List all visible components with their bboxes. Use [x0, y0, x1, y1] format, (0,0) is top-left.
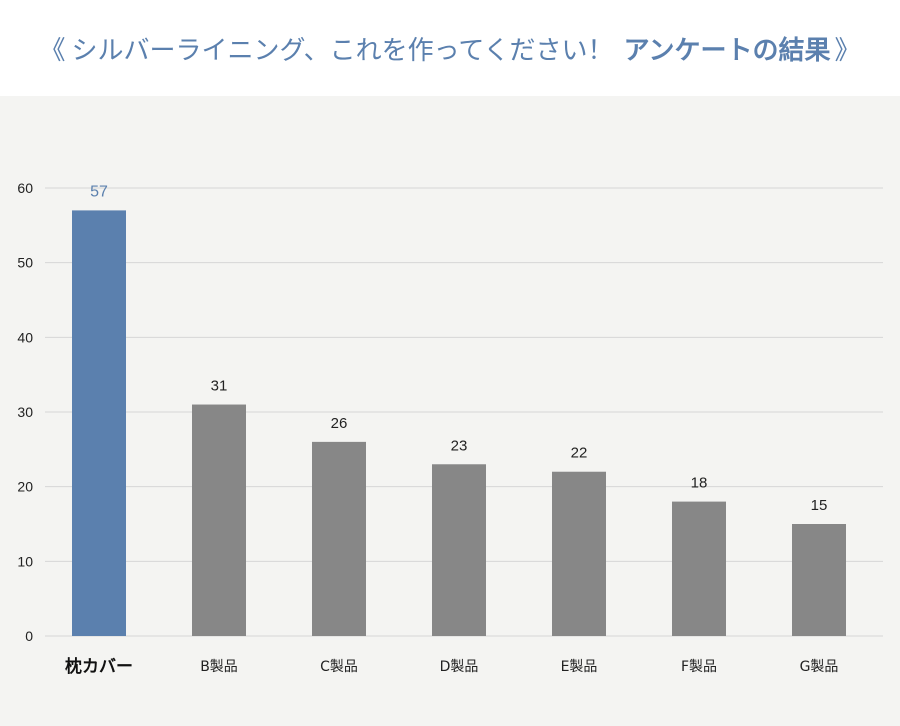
title-regular-text: シルバーライニング、これを作ってください！	[71, 35, 614, 66]
data-label: 23	[451, 437, 468, 454]
y-tick-label: 30	[17, 404, 33, 420]
data-label: 18	[691, 475, 708, 492]
data-label: 31	[211, 378, 228, 395]
bar-chart: 0 10 20 30 40 50 60 57 枕カバー 31 B製品 26 C製品 23 D製品 22 E製品 1…	[17, 180, 883, 677]
x-tick-label: F製品	[681, 659, 717, 675]
data-label: 15	[811, 497, 828, 514]
chart-panel: 0 10 20 30 40 50 60 57 枕カバー 31 B製品 26 C製品 23 D製品 22 E製品 1…	[0, 96, 900, 726]
bar	[792, 524, 846, 636]
data-label: 22	[571, 445, 588, 462]
y-tick-label: 10	[17, 553, 33, 569]
x-tick-label: E製品	[561, 659, 598, 675]
bar	[432, 464, 486, 636]
y-tick-label: 0	[25, 628, 33, 644]
y-tick-label: 40	[17, 329, 33, 345]
title-close-mark: 》	[834, 35, 861, 66]
y-tick-label: 60	[17, 180, 33, 196]
bar	[552, 471, 606, 636]
y-tick-label: 20	[17, 479, 33, 495]
data-label: 26	[331, 415, 348, 432]
data-label: 57	[90, 183, 108, 200]
y-tick-label: 50	[17, 255, 33, 271]
title-open-mark: 《	[39, 35, 66, 66]
bar	[672, 501, 726, 636]
bar	[192, 404, 246, 636]
x-tick-label: B製品	[200, 659, 238, 675]
page-title: 《 シルバーライニング、これを作ってください！ アンケートの結果 》	[0, 0, 900, 96]
x-tick-label: D製品	[440, 659, 479, 675]
bar	[72, 210, 126, 636]
bar	[312, 441, 366, 636]
x-tick-label: G製品	[800, 659, 839, 675]
x-tick-label: C製品	[320, 659, 358, 675]
x-tick-label: 枕カバー	[65, 656, 133, 677]
title-emphasis-text: アンケートの結果	[623, 35, 831, 66]
